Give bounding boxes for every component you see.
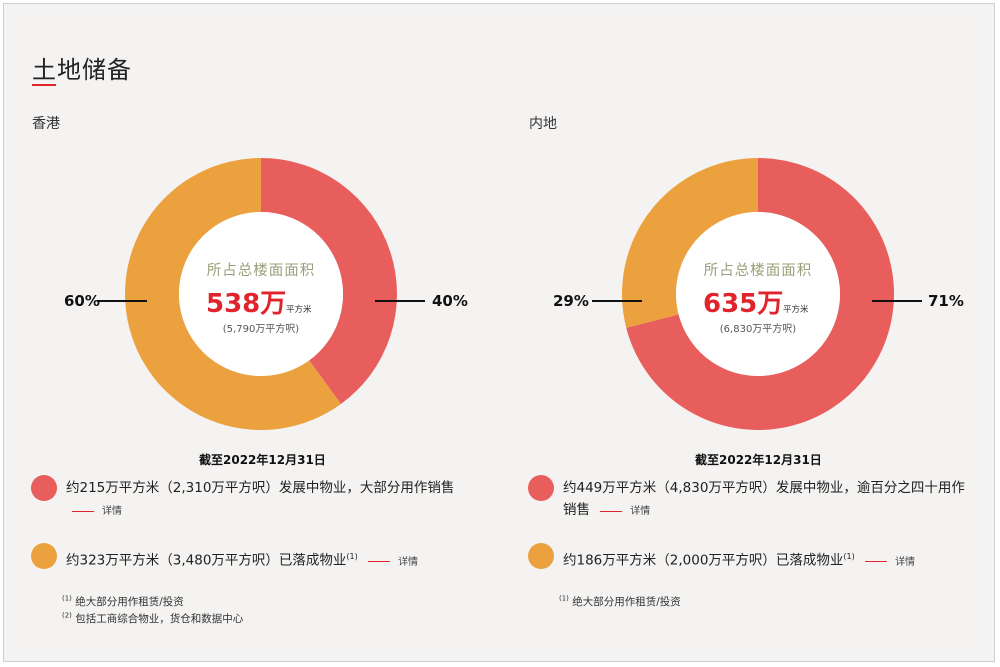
as-of-date-hk: 截至2022年12月31日: [199, 453, 326, 467]
unit-sqm-hk: 平方米: [286, 305, 312, 315]
legend-item-hk-completed: 约323万平方米（3,480万平方呎）已落成物业(1) 详情: [66, 546, 418, 574]
legend-item-hk-developing: 约215万平方米（2,310万平方呎）发展中物业，大部分用作销售 详情: [66, 477, 454, 523]
region-label-mainland: 内地: [529, 116, 557, 132]
leader-line-right-hk: [375, 300, 425, 302]
pct-label-right-mainland: 71%: [928, 292, 964, 310]
detail-link-hk-completed[interactable]: 详情: [362, 552, 418, 574]
legend-item-mainland-developing: 约449万平方米（4,830万平方呎）发展中物业，逾百分之四十用作 销售 详情: [563, 477, 965, 523]
legend-text-mainland-developing-2: 销售: [563, 502, 590, 518]
title-underline: [32, 84, 56, 86]
pct-label-left-hk: 60%: [64, 292, 100, 310]
detail-link-mainland-developing[interactable]: 详情: [594, 501, 650, 523]
legend-text-hk-developing: 约215万平方米（2,310万平方呎）发展中物业，大部分用作销售: [66, 480, 455, 496]
donut-hole-hk: [179, 212, 343, 376]
total-sqft-mainland: (6,830万平方呎): [719, 324, 797, 335]
footnote-hk-2: (2) 包括工商综合物业，货仓和数据中心: [62, 611, 244, 626]
footnote-mainland-1: (1) 绝大部分用作租赁/投资: [559, 594, 681, 609]
total-area-mainland: 635万: [703, 289, 784, 319]
leader-line-left-hk: [97, 300, 147, 302]
legend-dot-hk-completed: [31, 543, 57, 569]
pct-label-right-hk: 40%: [432, 292, 468, 310]
center-caption-hk: 所占总楼面面积: [206, 263, 316, 279]
legend-dot-hk-developing: [31, 475, 57, 501]
center-caption-mainland: 所占总楼面面积: [703, 263, 813, 279]
legend-text-hk-completed: 约323万平方米（3,480万平方呎）已落成物业: [66, 552, 347, 569]
leader-line-left-mainland: [592, 300, 642, 302]
leader-line-right-mainland: [872, 300, 922, 302]
footnote-mark-mainland-completed: (1): [843, 552, 855, 561]
donut-slice-hk-0: [261, 158, 397, 405]
donut-slice-mainland-0: [626, 158, 894, 430]
detail-link-mainland-completed[interactable]: 详情: [859, 552, 915, 574]
legend-text-mainland-completed: 约186万平方米（2,000万平方呎）已落成物业: [563, 552, 844, 569]
legend-item-mainland-completed: 约186万平方米（2,000万平方呎）已落成物业(1) 详情: [563, 546, 915, 574]
donut-slice-mainland-1: [622, 158, 758, 328]
donut-slice-hk-1: [125, 158, 341, 430]
legend-dot-mainland-developing: [528, 475, 554, 501]
donut-chart-hk: [125, 158, 397, 430]
footnote-hk-1: (1) 绝大部分用作租赁/投资: [62, 594, 184, 609]
as-of-date-mainland: 截至2022年12月31日: [695, 453, 822, 467]
unit-sqm-mainland: 平方米: [783, 305, 809, 315]
footnote-mark-hk-completed: (1): [346, 552, 358, 561]
donut-hole-mainland: [676, 212, 840, 376]
pct-label-left-mainland: 29%: [553, 292, 589, 310]
total-area-hk: 538万: [206, 289, 287, 319]
legend-text-mainland-developing-1: 约449万平方米（4,830万平方呎）发展中物业，逾百分之四十用作: [563, 480, 965, 496]
donut-chart-mainland: [622, 158, 894, 430]
legend-dot-mainland-completed: [528, 543, 554, 569]
page-title: 土地储备: [32, 56, 132, 84]
total-sqft-hk: (5,790万平方呎): [222, 324, 300, 335]
detail-link-hk-developing[interactable]: 详情: [66, 501, 122, 523]
region-label-hk: 香港: [32, 116, 60, 132]
